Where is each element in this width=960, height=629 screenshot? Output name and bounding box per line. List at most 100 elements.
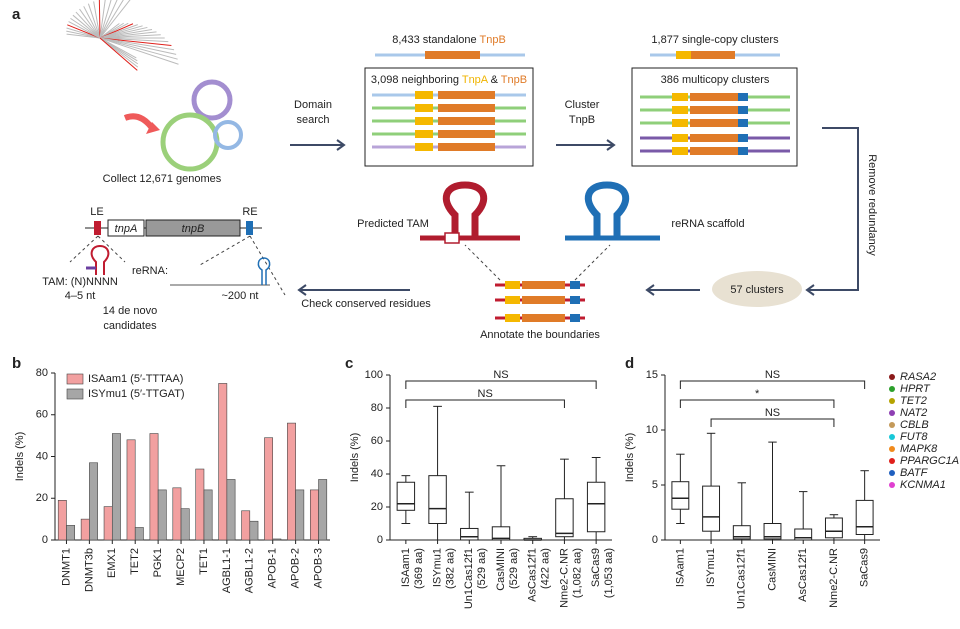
legend-label: ISAam1 (5′-TTTAA): [88, 373, 183, 385]
legend-label: CBLB: [900, 419, 929, 431]
gene-segment: [438, 104, 495, 112]
legend-dot: [889, 374, 895, 380]
tree-branch: [99, 31, 157, 39]
tree-branch: [99, 37, 175, 51]
box: [491, 526, 511, 541]
x-tick-label: MECP2: [175, 548, 187, 586]
legend-label: PPARGC1A: [900, 455, 959, 467]
tree-branch: [79, 8, 101, 39]
bar: [111, 433, 121, 541]
gene-segment: [415, 91, 433, 99]
tree-branch: [99, 0, 112, 39]
tree-branch: [98, 0, 101, 39]
flow-arrows: [290, 127, 859, 296]
arrow-head: [146, 122, 160, 134]
tree-branch: [68, 21, 101, 39]
gene-segment: [690, 147, 738, 155]
x-tick-label: DNMT3b: [83, 548, 95, 592]
diagram-shapes: [66, 0, 859, 322]
tree-branch: [75, 11, 101, 39]
y-tick-label: 0: [42, 534, 48, 546]
cluster-box: [631, 67, 798, 167]
gene-segment: [738, 93, 748, 101]
cluster-box: [364, 67, 534, 167]
legend-dot: [889, 398, 895, 404]
clusters-ellipse: [712, 271, 802, 307]
gene-segment: [425, 51, 480, 59]
multicopy-label: 386 multicopy clusters: [661, 74, 770, 86]
gene-segment: [690, 134, 738, 142]
bar: [172, 487, 182, 541]
legend-swatch: [66, 388, 84, 400]
gene-segment: [570, 314, 580, 322]
significance-bracket: [710, 418, 835, 427]
bar: [103, 506, 113, 541]
tree-branch: [66, 27, 101, 39]
legend-dot: [889, 482, 895, 488]
x-tick-label: Un1Cas12f1: [463, 548, 475, 609]
tnpb-label: tnpB: [182, 223, 205, 235]
gene-segment: [738, 147, 748, 155]
box: [824, 517, 843, 539]
gene-segment: [672, 106, 688, 114]
y-tick-label: 5: [652, 479, 658, 491]
re-mark: [246, 221, 253, 235]
x-tick-label: APOB-3: [312, 548, 324, 588]
gene-segment: [672, 119, 688, 127]
box: [428, 475, 447, 524]
y-tick-label: 60: [371, 435, 383, 447]
x-tick-sublabel: (382 aa): [444, 548, 456, 589]
x-tick-label: AGBL1-2: [244, 548, 256, 593]
tam-len: 4–5 nt: [65, 290, 96, 302]
panel-label: d: [625, 355, 634, 372]
step-label: Cluster: [565, 99, 600, 111]
box: [460, 527, 479, 541]
legend-label: KCNMA1: [900, 479, 946, 491]
gene-segment: [690, 106, 738, 114]
x-tick-label: TET1: [198, 548, 210, 575]
tree-branch: [87, 3, 101, 39]
tree-branch: [70, 17, 101, 39]
gene-segment: [505, 281, 520, 289]
scaffold-label: reRNA scaffold: [671, 218, 744, 230]
gene-segment: [672, 147, 688, 155]
x-tick-label: CasMINI: [495, 548, 507, 591]
rerna-hairpin: [584, 181, 630, 238]
legend-label: FUT8: [900, 431, 928, 443]
legend-label: ISYmu1 (5′-TTGAT): [88, 388, 185, 400]
tree-branch: [99, 37, 177, 55]
legend-label: RASA2: [900, 371, 936, 383]
gene-segment: [690, 119, 738, 127]
legend-label: BATF: [900, 467, 929, 479]
legend-dot: [889, 422, 895, 428]
tree-branch: [99, 37, 178, 60]
x-tick-label: TET2: [129, 548, 141, 575]
bar: [203, 489, 213, 541]
gene-segment: [438, 130, 495, 138]
box: [555, 498, 574, 538]
gene-segment: [505, 314, 520, 322]
tnpa-label: tnpA: [115, 223, 138, 235]
remove-label: Remove redundancy: [866, 154, 878, 256]
legend-dot: [889, 386, 895, 392]
x-tick-label: EMX1: [106, 548, 118, 578]
y-tick-label: 40: [36, 450, 48, 462]
legend-label: MAPK8: [900, 443, 938, 455]
legend-dot: [889, 470, 895, 476]
tnpb-box: [145, 219, 241, 237]
y-axis-title: Indels (%): [14, 432, 26, 482]
box: [702, 485, 721, 532]
x-tick-label: DNMT1: [60, 548, 72, 586]
tree-branch: [72, 14, 101, 39]
tree-branch: [99, 37, 172, 47]
step-label: search: [296, 114, 329, 126]
x-tick-label: APOB-1: [267, 548, 279, 588]
box: [586, 481, 606, 533]
genome-circle: [213, 120, 243, 150]
box: [732, 525, 751, 540]
bar: [126, 439, 136, 541]
x-tick-sublabel: (1,053 aa): [603, 548, 615, 598]
box: [855, 499, 874, 535]
gene-segment: [415, 130, 433, 138]
x-tick-sublabel: (1,082 aa): [571, 548, 583, 598]
